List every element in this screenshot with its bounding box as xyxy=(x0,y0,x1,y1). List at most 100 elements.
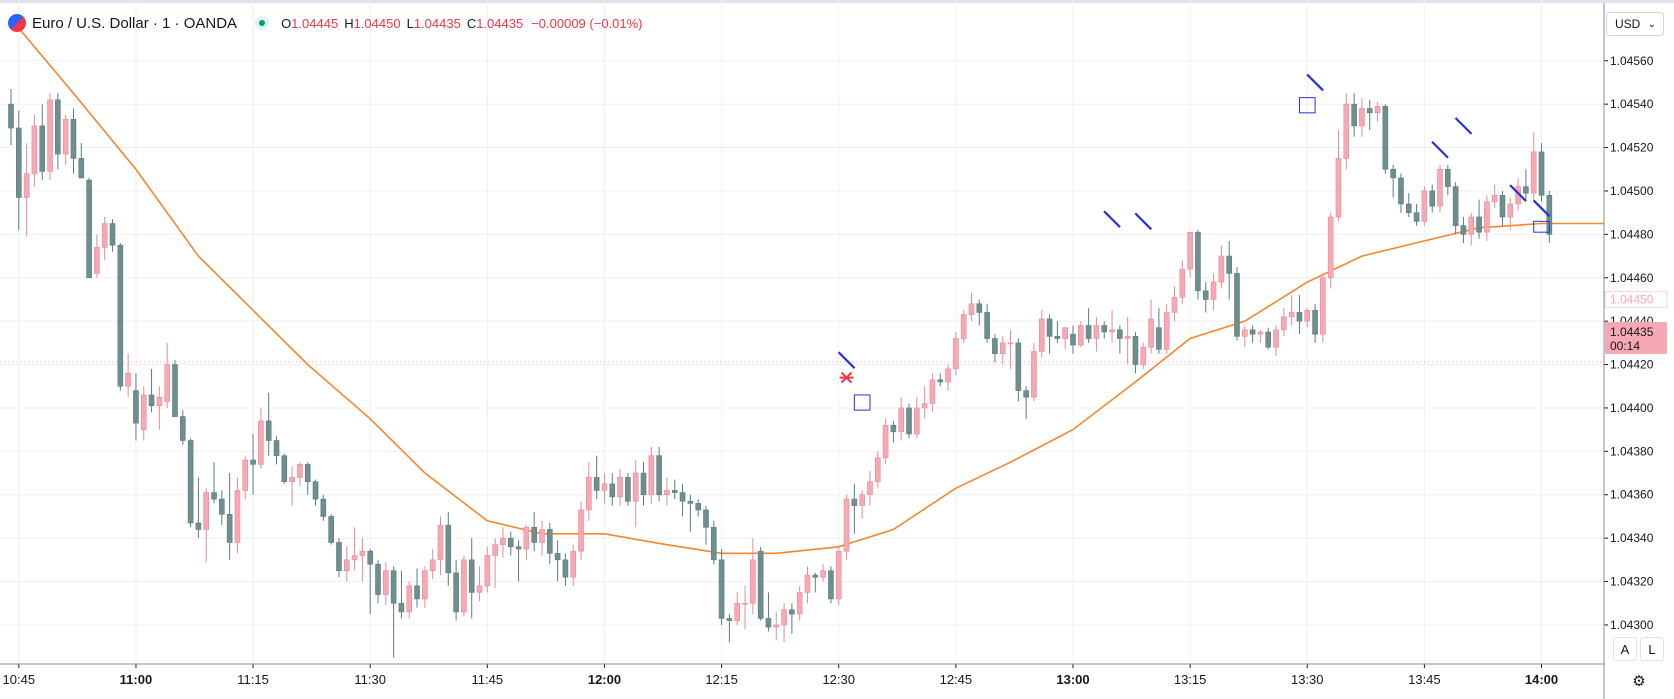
candle-body xyxy=(1249,329,1256,335)
candle-down xyxy=(890,420,897,443)
candle-up xyxy=(1187,231,1193,278)
currency-selector[interactable]: USD ⌄ xyxy=(1606,12,1664,36)
diagonal-marker xyxy=(1532,199,1551,218)
settings-gear-icon[interactable]: ⚙ xyxy=(1632,673,1646,690)
candle-up xyxy=(570,544,577,586)
y-tick-label: 1.04540 xyxy=(1610,97,1654,111)
candle-down xyxy=(1523,169,1529,200)
candle-body xyxy=(1390,168,1396,179)
candle-body xyxy=(1226,255,1232,274)
candle-body xyxy=(742,602,748,605)
candle-body xyxy=(664,490,670,496)
candle-body xyxy=(8,103,14,129)
candle-up xyxy=(1359,97,1365,137)
candle-down xyxy=(789,603,795,634)
candle-down xyxy=(1202,282,1209,313)
candle-down xyxy=(679,483,686,517)
candle-up xyxy=(461,555,467,617)
candle-body xyxy=(16,127,22,198)
candle-up xyxy=(1273,325,1279,356)
candle-up xyxy=(921,386,928,419)
candle-down xyxy=(1156,308,1162,354)
low-key: L xyxy=(406,15,414,31)
y-tick-label: 1.04360 xyxy=(1610,488,1654,502)
candle-up xyxy=(164,342,170,408)
log-scale-button[interactable]: L xyxy=(1640,637,1664,661)
candle-body xyxy=(1070,333,1076,346)
candle-up xyxy=(1281,308,1287,337)
candle-body xyxy=(671,490,678,493)
candle-up xyxy=(1507,197,1514,231)
candle-down xyxy=(718,548,725,625)
candle-body xyxy=(617,477,623,498)
candle-body xyxy=(656,455,662,496)
candle-up xyxy=(914,397,920,439)
candle-up xyxy=(94,234,100,278)
candle-down xyxy=(1499,190,1506,226)
candle-up xyxy=(804,566,811,604)
candle-down xyxy=(226,473,233,560)
candle-up xyxy=(1109,310,1115,343)
candle-up xyxy=(1437,164,1443,213)
candle-body xyxy=(960,314,967,339)
candle-body xyxy=(1257,331,1264,335)
candle-up xyxy=(601,473,608,504)
candle-body xyxy=(593,477,600,491)
candle-down xyxy=(1023,386,1029,419)
candle-up xyxy=(258,407,264,469)
candle-up xyxy=(968,292,975,322)
candle-body xyxy=(882,425,889,459)
candle-down xyxy=(1070,325,1076,354)
candle-body xyxy=(211,492,217,500)
candle-body xyxy=(156,396,163,407)
candle-body xyxy=(1054,336,1061,339)
candle-body xyxy=(1288,312,1295,318)
candle-down xyxy=(468,538,475,619)
auto-scale-button[interactable]: A xyxy=(1613,637,1637,661)
candle-down xyxy=(984,303,990,343)
candle-body xyxy=(804,574,811,593)
candle-up xyxy=(1163,303,1170,354)
candle-up xyxy=(156,386,163,430)
highlight-box xyxy=(1298,97,1316,114)
symbol-title[interactable]: Euro / U.S. Dollar · 1 · OANDA xyxy=(32,14,238,32)
candle-body xyxy=(336,542,342,571)
moving-average-layer xyxy=(18,27,1604,555)
candle-down xyxy=(554,540,561,582)
candle-up xyxy=(867,470,873,506)
high-value: 1.04450 xyxy=(353,15,401,31)
candle-down xyxy=(992,334,998,363)
candle-down xyxy=(1445,164,1451,196)
candle-body xyxy=(1015,342,1022,391)
candle-down xyxy=(16,110,22,231)
candle-down xyxy=(976,299,983,326)
candle-body xyxy=(140,394,147,430)
x-tick-label: 13:00 xyxy=(1056,672,1089,687)
candle-down xyxy=(1398,173,1404,213)
candle-down xyxy=(1413,203,1420,226)
candle-body xyxy=(468,559,475,593)
candle-body xyxy=(1413,212,1420,222)
candle-body xyxy=(586,477,592,511)
candle-up xyxy=(617,468,623,506)
candle-body xyxy=(539,529,545,543)
candle-down xyxy=(390,566,397,658)
candle-up xyxy=(773,611,780,641)
candle-up xyxy=(796,585,803,621)
candle-body xyxy=(757,550,764,619)
x-tick-label: 10:45 xyxy=(3,672,36,687)
candle-body xyxy=(554,553,561,561)
candle-body xyxy=(1179,268,1186,298)
diagonal-marker xyxy=(1103,210,1121,228)
candle-body xyxy=(281,455,288,483)
candle-body xyxy=(835,550,842,600)
candle-body xyxy=(101,223,108,248)
candle-up xyxy=(1093,316,1100,352)
candle-up xyxy=(734,592,741,625)
candle-body xyxy=(1234,273,1240,337)
candle-body xyxy=(570,550,577,578)
candle-down xyxy=(531,512,537,552)
candle-down xyxy=(1085,308,1092,343)
candle-up xyxy=(781,603,787,643)
